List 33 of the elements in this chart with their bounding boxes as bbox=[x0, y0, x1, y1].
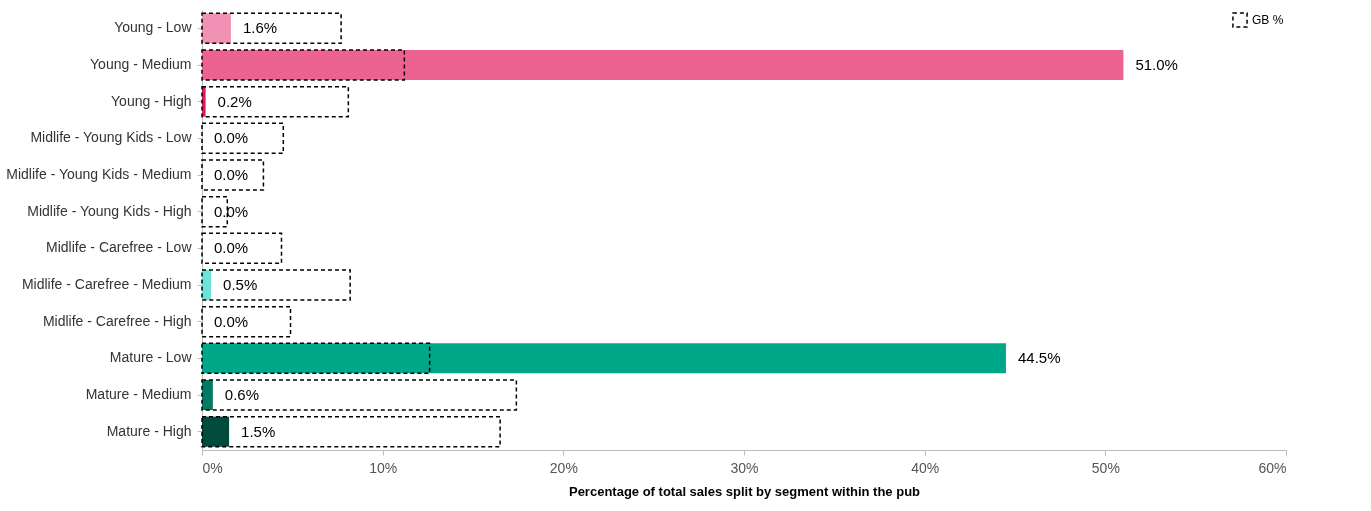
y-tick-label: Midlife - Carefree - High bbox=[42, 312, 192, 329]
data-label: 0.6% bbox=[224, 386, 260, 403]
y-tick-label: Midlife - Young Kids - High bbox=[27, 202, 192, 219]
data-label: 1.5% bbox=[241, 422, 276, 440]
data-label: 0.5% bbox=[223, 276, 258, 293]
x-tick-label: 40% bbox=[911, 459, 940, 476]
y-tick-label: Midlife - Carefree - Low bbox=[46, 239, 193, 256]
y-tick-label: Young - Medium bbox=[90, 56, 192, 72]
data-label: 0.0% bbox=[214, 312, 249, 330]
x-tick-label: 0% bbox=[202, 459, 223, 476]
x-tick-label: 50% bbox=[1091, 459, 1120, 476]
data-label: 0.0% bbox=[214, 166, 249, 183]
y-tick-label: Mature - High bbox=[106, 422, 192, 439]
y-tick-label: Midlife - Carefree - Medium bbox=[21, 276, 192, 292]
y-tick-label: Mature - Low bbox=[109, 349, 193, 366]
x-tick-label: 60% bbox=[1258, 459, 1287, 476]
x-axis-title: Percentage of total sales split by segment within the pub bbox=[568, 483, 921, 499]
data-label: 0.0% bbox=[214, 239, 249, 257]
y-tick-label: Young - Low bbox=[114, 19, 193, 36]
data-label: 0.0% bbox=[214, 129, 249, 147]
y-tick-label: Mature - Medium bbox=[85, 386, 192, 402]
data-label: 0.0% bbox=[214, 202, 249, 220]
y-tick-label: Midlife - Young Kids - Low bbox=[30, 129, 193, 146]
data-label: 0.2% bbox=[217, 92, 252, 110]
x-tick-label: 20% bbox=[549, 459, 578, 476]
legend-label: GB % bbox=[1252, 13, 1284, 27]
x-tick-label: 10% bbox=[369, 459, 398, 476]
x-tick-label: 30% bbox=[730, 459, 759, 476]
y-tick-label: Midlife - Young Kids - Medium bbox=[6, 166, 192, 182]
y-tick-label: Young - High bbox=[111, 92, 192, 109]
data-label: 51.0% bbox=[1135, 56, 1178, 73]
data-label: 44.5% bbox=[1017, 349, 1061, 367]
data-label: 1.6% bbox=[242, 19, 278, 37]
